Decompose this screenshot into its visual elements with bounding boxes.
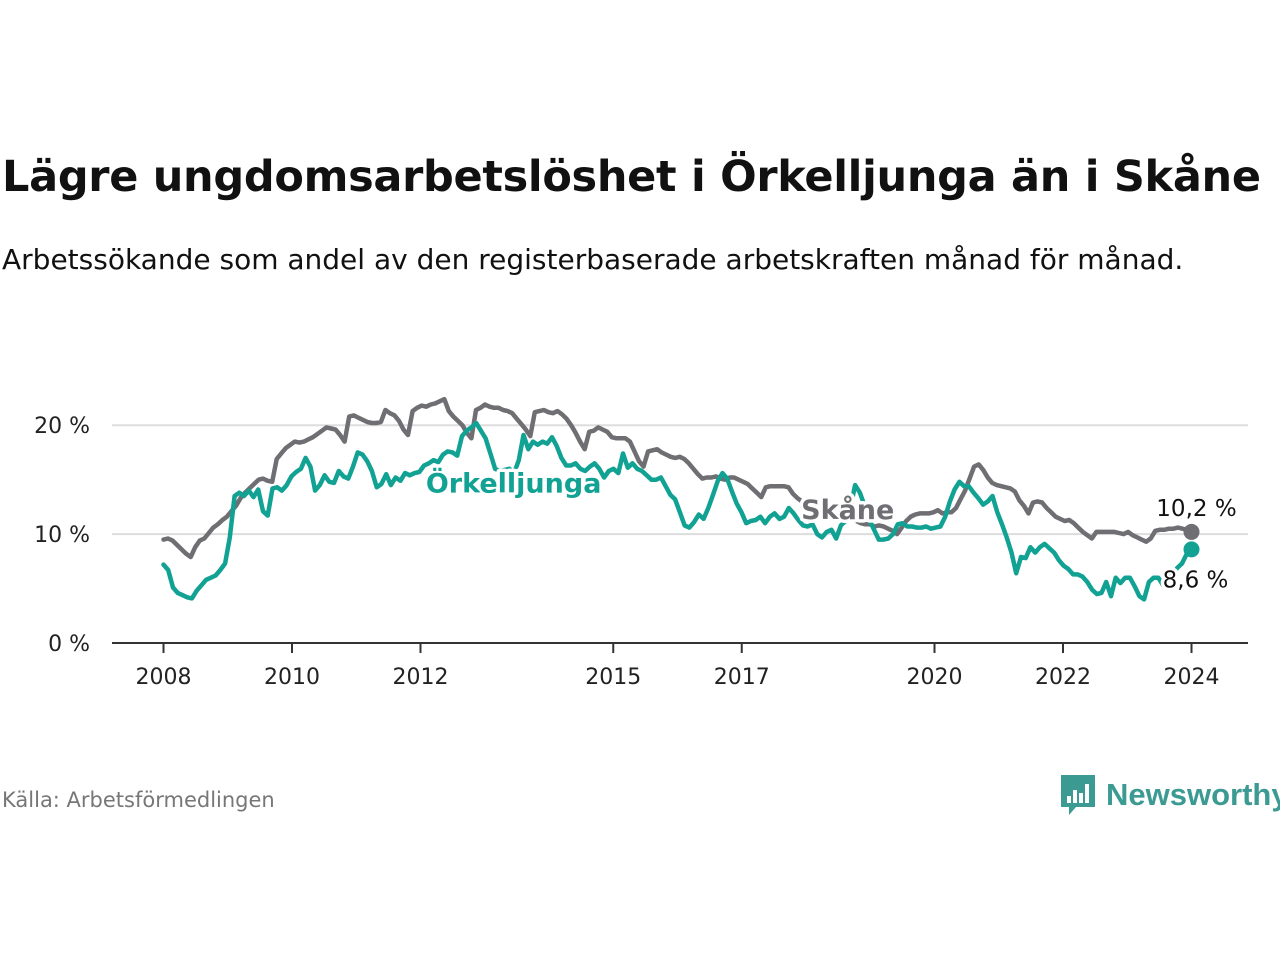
x-tick-label: 2015: [585, 665, 641, 690]
y-tick-label: 10 %: [34, 523, 90, 548]
y-tick-label: 0 %: [48, 632, 90, 657]
y-tick-label: 20 %: [34, 414, 90, 439]
series-label-orkelljunga-halo: Örkelljunga: [426, 467, 602, 500]
series-label-skane: Skåne: [801, 494, 894, 526]
grid-layer: [112, 424, 1248, 536]
x-tick-label: 2017: [714, 665, 770, 690]
brand-name: Newsworthy: [1106, 777, 1280, 812]
x-tick-label: 2008: [136, 665, 192, 690]
series-label-orkelljunga: Örkelljunga: [426, 467, 602, 500]
axis-layer: 0 % 10 % 20 % 2008 2010 2012 2015 2017 2020 2022 2…: [34, 414, 1248, 690]
chart-title: Lägre ungdomsarbetslöshet i Örkelljunga …: [2, 152, 1261, 202]
source-note: Källa: Arbetsförmedlingen: [2, 788, 275, 812]
series-layer: [161, 396, 1200, 602]
chart-subtitle: Arbetssökande som andel av den registerb…: [2, 243, 1184, 276]
end-label-skane: 10,2 %: [1156, 496, 1236, 522]
x-tick-label: 2012: [393, 665, 449, 690]
series-line-orkelljunga: [161, 420, 1194, 602]
series-label-skane-halo: Skåne: [801, 494, 894, 526]
x-tick-label: 2010: [264, 665, 320, 690]
series-line-skane: [161, 396, 1194, 560]
end-label-orkelljunga-halo: 8,6 %: [1163, 567, 1229, 593]
end-point-orkelljunga: [1183, 541, 1200, 558]
x-tick-label: 2022: [1035, 665, 1091, 690]
x-tick-label: 2024: [1164, 665, 1220, 690]
end-point-skane: [1183, 523, 1200, 540]
newsworthy-brand[interactable]: Newsworthy: [1058, 772, 1280, 818]
x-tick-label: 2020: [907, 665, 963, 690]
end-label-orkelljunga: 8,6 %: [1163, 567, 1229, 593]
newsworthy-logo-icon: [1061, 775, 1095, 815]
end-label-skane-halo: 10,2 %: [1156, 496, 1236, 522]
